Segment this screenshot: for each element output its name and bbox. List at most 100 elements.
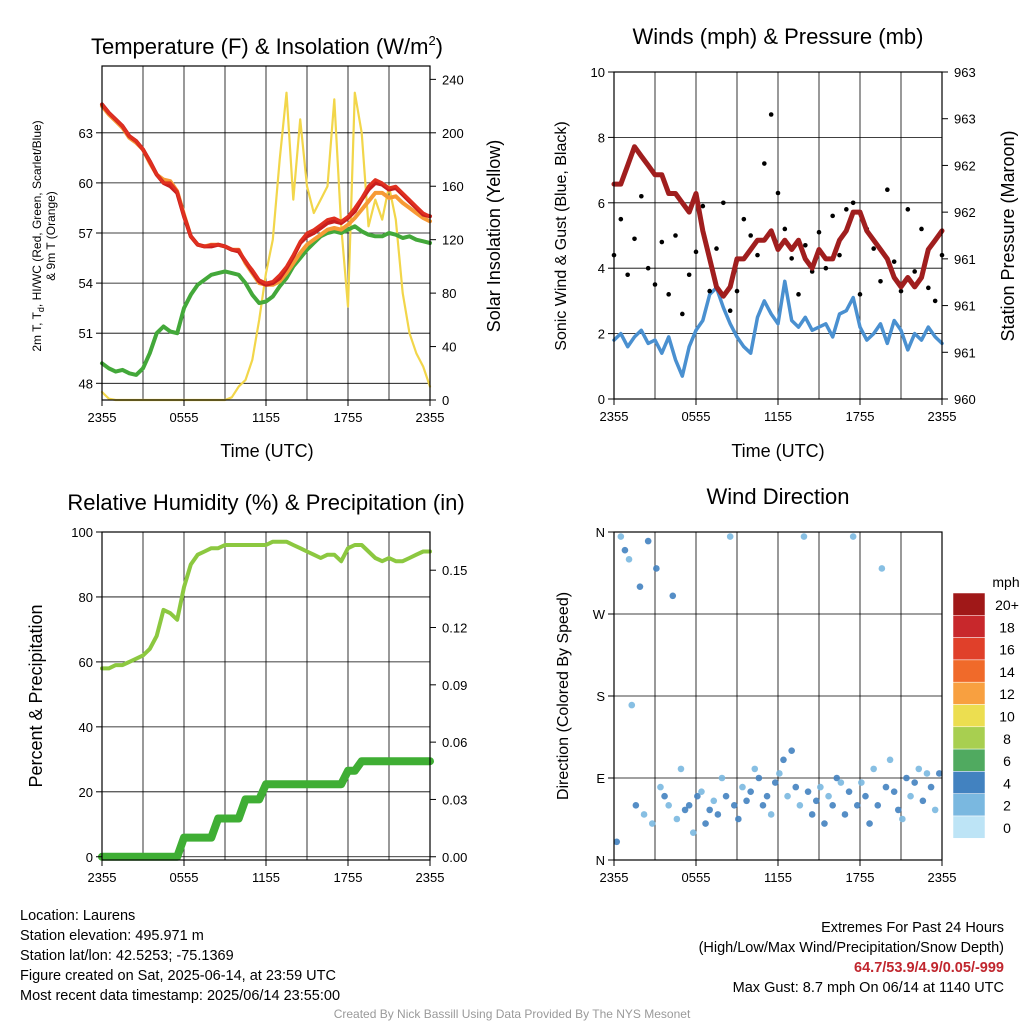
humidity-title: Relative Humidity (%) & Precipitation (i… [67,490,464,515]
humidity-panel: Relative Humidity (%) & Precipitation (i… [26,490,467,885]
direction-point [625,556,633,563]
direction-point [808,811,816,818]
direction-point [628,701,636,709]
direction-point [698,788,705,795]
direction-point [657,783,664,791]
direction-point [673,815,681,823]
wind-xtick-label-2: 1155 [764,409,792,424]
gust-point [871,246,876,251]
direction-point [726,533,734,540]
direction-point [617,533,625,540]
temp-xtick-label-0: 2355 [88,410,117,425]
humidity-grid [102,532,430,860]
legend-label-6: 6 [1003,753,1011,769]
direction-point [780,756,787,764]
temp-xtick-label-2: 1155 [252,410,280,425]
gust-point [748,233,753,238]
wind-ytick-label-0: 0 [598,392,605,407]
temp-xtick-label-4: 2355 [416,410,445,425]
gust-point [926,285,931,291]
gust-point [905,207,911,212]
legend-label-20+: 20+ [995,597,1019,613]
direction-point [858,779,865,786]
direction-point [833,774,841,782]
wind-y2tick-label-4: 962 [954,205,976,220]
dir-xtick-label-2: 1155 [764,870,792,885]
wind-xlabel: Time (UTC) [731,441,824,461]
gust-point [721,200,726,206]
credit-line: Created By Nick Bassill Using Data Provi… [333,1007,691,1021]
wind-title: Winds (mph) & Pressure (mb) [633,24,924,49]
temperature-xlabel: Time (UTC) [220,441,313,461]
direction-point [890,788,898,795]
direction-point [907,792,914,800]
sonic-wind-line [612,279,944,378]
legend-swatch [952,681,986,705]
gust-point [768,112,774,117]
wind-xtick-label-3: 1755 [846,409,875,424]
dir-ytick-label-1: E [596,771,605,786]
temp-ytick-label-2: 54 [79,276,93,291]
direction-point [853,802,861,809]
humidity-ylabel-left: Percent & Precipitation [26,604,46,787]
gust-point [734,288,740,294]
extremes-legend: (High/Low/Max Wind/Precipitation/Snow De… [698,940,1004,956]
rh-ytick-label-4: 80 [79,590,93,605]
temp-ytick-label-1: 51 [79,326,93,341]
direction-grid [614,532,942,860]
temp-ytick-label-5: 63 [79,126,93,141]
rh-xtick-label-2: 1155 [252,870,280,885]
direction-point [665,802,672,809]
legend-swatch [952,615,986,638]
legend-label-4: 4 [1003,775,1011,791]
direction-point [644,537,652,545]
legend-label-16: 16 [999,642,1015,658]
direction-point [621,546,629,554]
wind-ytick-label-4: 8 [598,130,605,145]
gust-point [850,200,856,206]
direction-point [829,802,836,809]
gust-point [844,207,849,212]
direction-point [640,811,648,818]
gust-point [891,259,897,264]
temperature-ylabel-left: 2m T, Td, HI/WC (Red, Green, Scarlet/Blu… [30,120,58,351]
gust-point [837,252,842,258]
direction-point [870,765,877,773]
direction-point [903,774,910,782]
gust-point [618,216,624,222]
direction-point [899,815,906,823]
direction-point [837,779,845,786]
station-info: Location: Laurens Station elevation: 495… [20,906,340,1006]
direction-point [862,792,869,800]
direction-point [718,774,726,782]
gust-point [666,292,671,297]
gust-point [912,269,917,274]
direction-point [694,792,701,800]
figure-created: Figure created on Sat, 2025-06-14, at 23… [20,968,336,984]
direction-point [821,820,828,827]
direction-point [771,779,779,786]
gust-point [686,272,692,278]
wind-xtick-label-4: 2355 [928,409,957,424]
temp-y2tick-label-0: 0 [442,393,449,408]
humidity-ticks: 0 20 40 60 80 100 2355 0555 1155 1755 2355 0.00 0.03… [71,525,467,885]
wind-series [611,112,945,378]
rh-ytick-label-3: 60 [79,655,93,670]
temp-xtick-label-1: 0555 [170,410,199,425]
wind-ytick-label-3: 6 [598,196,605,211]
dewpoint-line [100,224,432,377]
direction-point [915,765,923,773]
temp-ytick-label-4: 60 [79,176,93,191]
station-elevation: Station elevation: 495.971 m [20,928,204,944]
wind-ytick-label-2: 4 [598,261,605,276]
wind-grid [614,72,942,399]
wind-y2tick-label-2: 961 [954,299,976,314]
temp-y2tick-label-1: 40 [442,340,456,355]
direction-point [613,838,621,846]
dir-ytick-label-3: W [593,607,606,622]
gust-point [775,190,781,196]
wind-y2tick-label-3: 961 [954,252,976,267]
rh-ytick-label-5: 100 [71,525,93,540]
direction-point [800,533,808,540]
gust-point [796,292,801,297]
